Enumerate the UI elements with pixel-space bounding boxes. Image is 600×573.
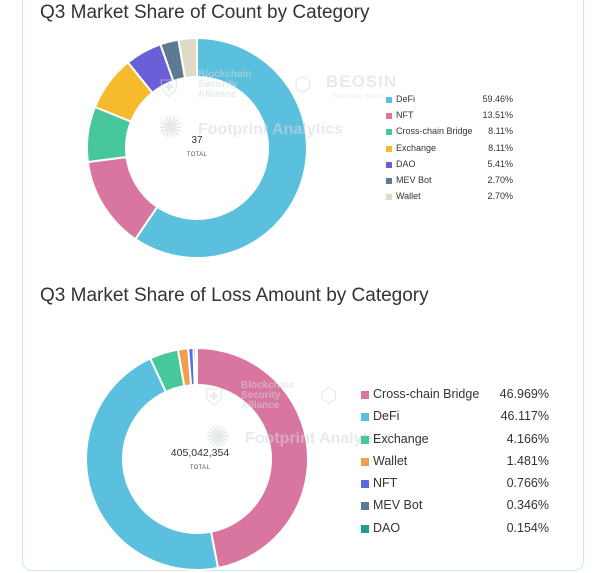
legend-value: 59.46% xyxy=(482,94,513,104)
count-slice-defi[interactable] xyxy=(134,36,308,259)
legend-swatch xyxy=(386,194,392,201)
legend-value: 0.766% xyxy=(506,476,549,491)
count-legend-item-cross-chain-bridge[interactable]: Cross-chain Bridge 8.11% xyxy=(386,126,513,142)
loss-legend-item-mev-bot[interactable]: MEV Bot 0.346% xyxy=(361,498,549,520)
legend-value: 8.11% xyxy=(488,126,513,137)
legend-loss: Cross-chain Bridge 46.969% DeFi 46.117% Exch… xyxy=(361,387,549,543)
total-count-value: 37 xyxy=(191,135,203,146)
legend-swatch xyxy=(386,113,392,120)
total-count-label: TOTAL xyxy=(186,152,208,158)
legend-swatch xyxy=(361,413,369,422)
legend-value: 2.70% xyxy=(487,174,513,185)
count-legend-item-defi[interactable]: DeFi 59.46% xyxy=(386,94,513,110)
count-legend-item-exchange[interactable]: Exchange 8.11% xyxy=(386,143,513,159)
loss-slice-cross-chain-bridge[interactable] xyxy=(196,346,309,570)
legend-label: Exchange xyxy=(373,431,429,446)
loss-slice-defi[interactable] xyxy=(85,356,220,571)
loss-legend-item-nft[interactable]: NFT 0.766% xyxy=(361,476,549,498)
legend-swatch xyxy=(361,457,369,466)
legend-swatch xyxy=(386,129,392,136)
legend-label: Wallet xyxy=(396,191,421,202)
card-frame xyxy=(22,0,584,571)
count-legend-item-dao[interactable]: DAO 5.41% xyxy=(386,159,513,175)
legend-value: 46.969% xyxy=(499,387,549,401)
legend-value: 2.70% xyxy=(487,191,513,202)
count-slice-wallet[interactable] xyxy=(177,36,198,80)
legend-value: 4.166% xyxy=(506,431,549,446)
legend-value: 46.117% xyxy=(500,409,549,424)
count-legend-item-nft[interactable]: NFT 13.51% xyxy=(386,110,513,126)
legend-swatch xyxy=(361,524,369,533)
donut-center-count: 37 TOTAL xyxy=(167,135,227,158)
legend-swatch xyxy=(361,435,369,444)
legend-label: NFT xyxy=(396,110,414,121)
legend-swatch xyxy=(361,502,369,511)
chart-title-count: Q3 Market Share of Count by Category xyxy=(40,2,370,23)
donut-chart-count xyxy=(86,36,308,259)
donut-chart-loss xyxy=(85,346,309,571)
total-loss-label: TOTAL xyxy=(189,465,211,471)
legend-swatch xyxy=(386,177,392,184)
loss-legend-item-defi[interactable]: DeFi 46.117% xyxy=(361,409,549,431)
loss-legend-item-wallet[interactable]: Wallet 1.481% xyxy=(361,454,549,476)
loss-legend-item-dao[interactable]: DAO 0.154% xyxy=(361,521,549,543)
legend-label: MEV Bot xyxy=(373,498,423,513)
legend-label: DAO xyxy=(396,158,416,169)
count-legend-item-wallet[interactable]: Wallet 2.70% xyxy=(386,191,513,207)
legend-swatch xyxy=(386,97,392,103)
legend-label: DeFi xyxy=(396,94,416,104)
legend-label: Wallet xyxy=(373,453,408,468)
donut-center-loss: 405,042,354 TOTAL xyxy=(152,447,248,471)
legend-count: DeFi 59.46% NFT 13.51% Cross-chain Bridge 8.1… xyxy=(386,94,513,207)
loss-legend-item-exchange[interactable]: Exchange 4.166% xyxy=(361,432,549,454)
legend-label: NFT xyxy=(373,476,398,491)
legend-label: MEV Bot xyxy=(396,174,432,185)
legend-value: 1.481% xyxy=(506,453,549,468)
legend-swatch xyxy=(361,391,369,399)
chart-title-loss: Q3 Market Share of Loss Amount by Catego… xyxy=(40,285,429,306)
legend-value: 8.11% xyxy=(488,142,513,153)
legend-value: 13.51% xyxy=(482,110,513,121)
legend-swatch xyxy=(386,145,392,152)
legend-label: Exchange xyxy=(396,142,437,153)
legend-label: DAO xyxy=(373,520,401,535)
legend-value: 0.346% xyxy=(506,498,549,513)
count-legend-item-mev-bot[interactable]: MEV Bot 2.70% xyxy=(386,175,513,191)
total-loss-value: 405,042,354 xyxy=(170,447,230,459)
legend-swatch xyxy=(386,161,392,168)
legend-value: 5.41% xyxy=(487,158,513,169)
legend-label: Cross-chain Bridge xyxy=(373,387,480,401)
legend-label: Cross-chain Bridge xyxy=(396,126,473,137)
loss-legend-item-cross-chain-bridge[interactable]: Cross-chain Bridge 46.969% xyxy=(361,387,549,409)
legend-label: DeFi xyxy=(373,409,400,424)
legend-swatch xyxy=(361,480,369,489)
legend-value: 0.154% xyxy=(506,520,549,535)
loss-slice-dao[interactable] xyxy=(194,346,198,387)
